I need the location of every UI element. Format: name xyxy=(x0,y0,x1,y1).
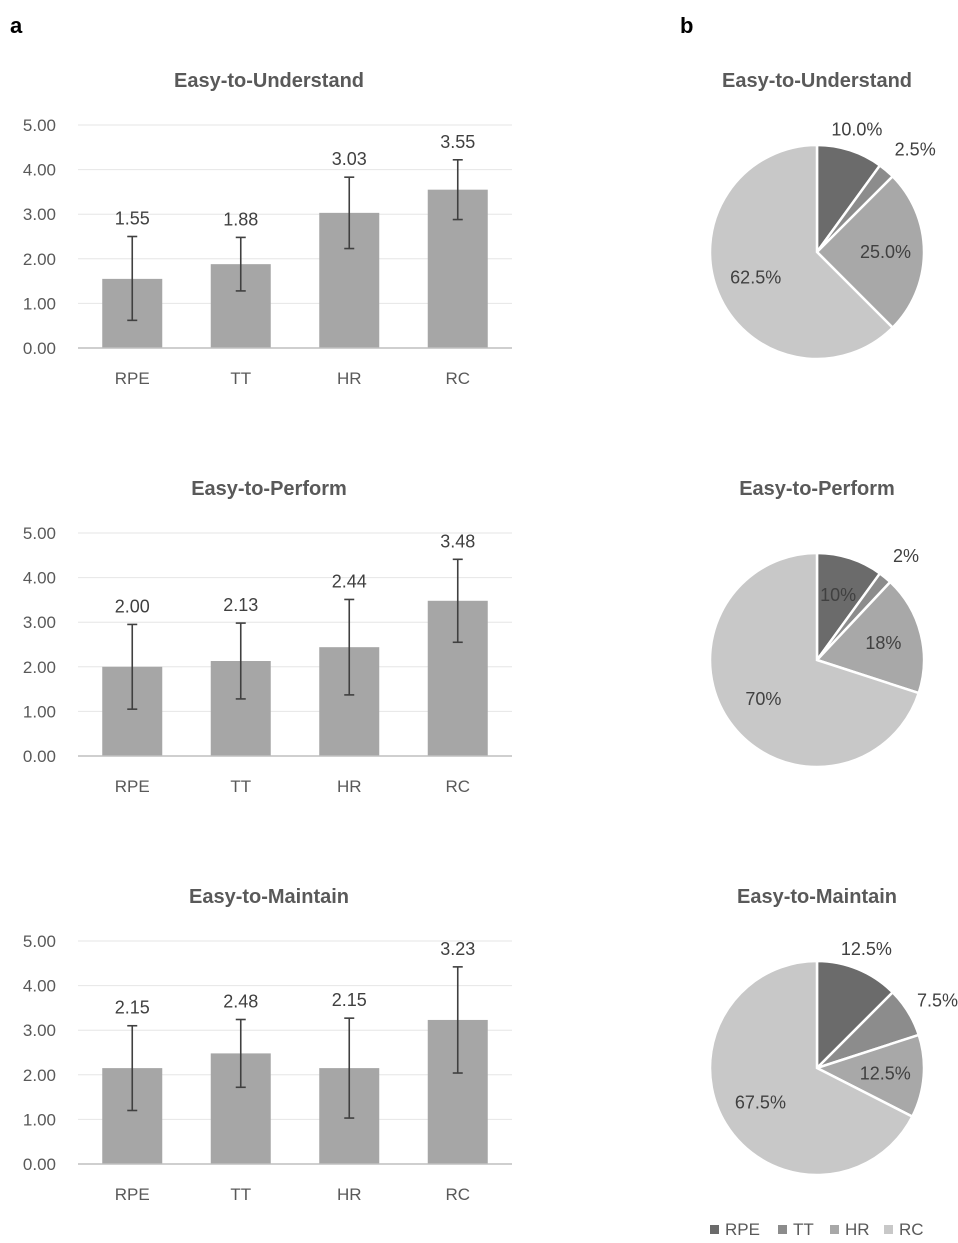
y-tick-label: 3.00 xyxy=(23,1021,56,1040)
y-tick-label: 2.00 xyxy=(23,1066,56,1085)
pie-label: 18% xyxy=(865,633,901,653)
pie-label: 2.5% xyxy=(895,139,936,159)
x-tick-label: HR xyxy=(337,1185,362,1204)
pie-slice-rc xyxy=(708,551,921,769)
y-tick-label: 1.00 xyxy=(23,1110,56,1129)
legend-label: RC xyxy=(899,1220,924,1239)
data-label: 2.48 xyxy=(223,991,258,1011)
pie-slice-rpe xyxy=(815,959,895,1072)
pie-label: 12.5% xyxy=(841,939,892,959)
pie-slice-rc xyxy=(708,959,915,1177)
chart-title: Easy-to-Perform xyxy=(739,478,895,500)
y-tick-label: 5.00 xyxy=(23,116,56,135)
pie-label: 12.5% xyxy=(860,1063,911,1083)
x-tick-label: TT xyxy=(230,369,251,388)
y-tick-label: 0.00 xyxy=(23,339,56,358)
data-label: 1.55 xyxy=(115,209,150,229)
x-tick-label: RC xyxy=(445,369,470,388)
x-tick-label: HR xyxy=(337,777,362,796)
pie-label: 67.5% xyxy=(735,1093,786,1113)
legend-swatch-hr xyxy=(830,1225,839,1234)
pie-label: 10% xyxy=(820,585,856,605)
pie-label: 7.5% xyxy=(917,991,958,1011)
chart-title: Easy-to-Perform xyxy=(191,478,347,500)
pie-slice-rc xyxy=(708,143,895,361)
x-tick-label: TT xyxy=(230,777,251,796)
data-label: 2.00 xyxy=(115,596,150,616)
y-tick-label: 5.00 xyxy=(23,932,56,951)
pie-chart-2: Easy-to-Perform 10% 2% 18% 70% xyxy=(708,478,926,769)
panel-label-a: a xyxy=(10,13,23,38)
y-tick-label: 3.00 xyxy=(23,205,56,224)
chart-title: Easy-to-Maintain xyxy=(189,886,349,908)
legend-swatch-tt xyxy=(778,1225,787,1234)
pie-chart-1: Easy-to-Understand 10.0% 2.5% 25.0% 62.5% xyxy=(708,70,936,361)
y-tick-label: 2.00 xyxy=(23,250,56,269)
y-tick-label: 2.00 xyxy=(23,658,56,677)
pie-slice-hr xyxy=(814,580,926,695)
x-tick-label: RPE xyxy=(115,369,150,388)
data-label: 3.48 xyxy=(440,531,475,551)
y-tick-label: 4.00 xyxy=(23,569,56,588)
y-tick-label: 0.00 xyxy=(23,747,56,766)
y-tick-label: 0.00 xyxy=(23,1155,56,1174)
x-tick-label: TT xyxy=(230,1185,251,1204)
y-tick-label: 3.00 xyxy=(23,613,56,632)
pie-slice-hr xyxy=(813,1033,926,1119)
bar-chart-2: Easy-to-Perform 0.00 1.00 2.00 3.00 4.00 5.00 2… xyxy=(23,478,512,796)
chart-title: Easy-to-Understand xyxy=(174,70,364,92)
y-tick-label: 1.00 xyxy=(23,702,56,721)
x-tick-label: HR xyxy=(337,369,362,388)
pie-label: 70% xyxy=(745,689,781,709)
chart-title: Easy-to-Maintain xyxy=(737,886,897,908)
legend-swatch-rpe xyxy=(710,1225,719,1234)
bar-chart-1: Easy-to-Understand 0.00 1.00 2.00 3.00 4.00 5.… xyxy=(23,70,512,388)
legend-label: HR xyxy=(845,1220,870,1239)
x-tick-label: RC xyxy=(445,1185,470,1204)
pie-slice-hr xyxy=(815,174,926,330)
data-label: 1.88 xyxy=(223,209,258,229)
charts-group: Easy-to-Understand 0.00 1.00 2.00 3.00 4.00 5.… xyxy=(23,70,958,1204)
x-tick-label: RPE xyxy=(115,1185,150,1204)
data-label: 3.03 xyxy=(332,149,367,169)
chart-title: Easy-to-Understand xyxy=(722,70,912,92)
legend-label: RPE xyxy=(725,1220,760,1239)
pie-label: 10.0% xyxy=(831,119,882,139)
pie-label: 2% xyxy=(893,546,919,566)
data-label: 2.44 xyxy=(332,571,367,591)
y-tick-label: 5.00 xyxy=(23,524,56,543)
pie-label: 62.5% xyxy=(730,267,781,287)
data-label: 2.15 xyxy=(115,998,150,1018)
panel-label-b: b xyxy=(680,13,693,38)
bar-chart-3: Easy-to-Maintain 0.00 1.00 2.00 3.00 4.00 5.00… xyxy=(23,886,512,1204)
pie-label: 25.0% xyxy=(860,242,911,262)
y-tick-label: 1.00 xyxy=(23,294,56,313)
pie-legend: RPE TT HR RC xyxy=(710,1220,924,1239)
data-label: 3.55 xyxy=(440,132,475,152)
legend-label: TT xyxy=(793,1220,814,1239)
y-tick-label: 4.00 xyxy=(23,977,56,996)
x-tick-label: RC xyxy=(445,777,470,796)
data-label: 2.13 xyxy=(223,595,258,615)
legend-swatch-rc xyxy=(884,1225,893,1234)
data-label: 3.23 xyxy=(440,939,475,959)
y-tick-label: 4.00 xyxy=(23,161,56,180)
data-label: 2.15 xyxy=(332,990,367,1010)
pie-chart-3: Easy-to-Maintain 12.5% 7.5% 12.5% 67.5% xyxy=(708,886,958,1177)
x-tick-label: RPE xyxy=(115,777,150,796)
